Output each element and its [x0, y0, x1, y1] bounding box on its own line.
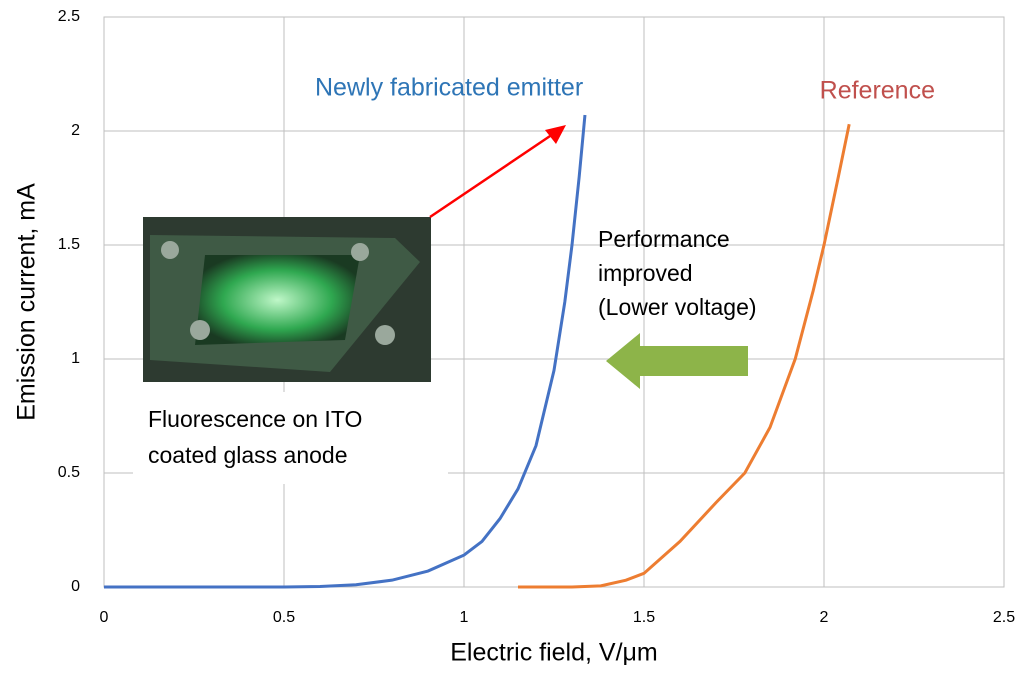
x-tick-label: 0	[100, 609, 109, 626]
photo-caption: coated glass anode	[148, 442, 348, 468]
photo-screw	[351, 243, 369, 261]
annotation: improved	[598, 260, 693, 286]
caption-bg	[133, 392, 448, 484]
x-tick-label: 1.5	[633, 609, 655, 626]
x-axis-title: Electric field, V/μm	[450, 639, 658, 667]
annotation: Performance	[598, 226, 730, 252]
series-line	[104, 114, 587, 589]
y-tick-label: 0.5	[58, 464, 80, 481]
series-label: Reference	[820, 77, 935, 105]
plot-area	[103, 16, 1005, 589]
photo-screw	[375, 325, 395, 345]
x-tick-label: 0.5	[273, 609, 295, 626]
photo-caption: Fluorescence on ITO	[148, 406, 362, 432]
annotation: (Lower voltage)	[598, 294, 757, 320]
y-tick-label: 1	[71, 350, 80, 367]
red-arrow	[429, 130, 557, 219]
series-label: Newly fabricated emitter	[315, 74, 583, 102]
red-arrow-head	[545, 125, 566, 144]
photo-screw	[190, 320, 210, 340]
y-tick-label: 2.5	[58, 8, 80, 25]
photo-glow	[195, 255, 360, 345]
photo-screw	[161, 241, 179, 259]
labels: 0 0.5 1 1.5 2 2.5 0 0.5 1 1.5 2 2.5 Electric field, …	[13, 8, 1016, 666]
x-tick-label: 2	[820, 609, 829, 626]
y-tick-label: 0	[71, 578, 80, 595]
x-tick-label: 1	[460, 609, 469, 626]
y-tick-label: 2	[71, 122, 80, 139]
x-tick-label: 2.5	[993, 609, 1015, 626]
series-line	[518, 123, 851, 589]
photo	[143, 217, 431, 382]
y-tick-label: 1.5	[58, 236, 80, 253]
y-axis-title: Emission current, mA	[13, 183, 41, 421]
green-arrow	[606, 333, 748, 389]
